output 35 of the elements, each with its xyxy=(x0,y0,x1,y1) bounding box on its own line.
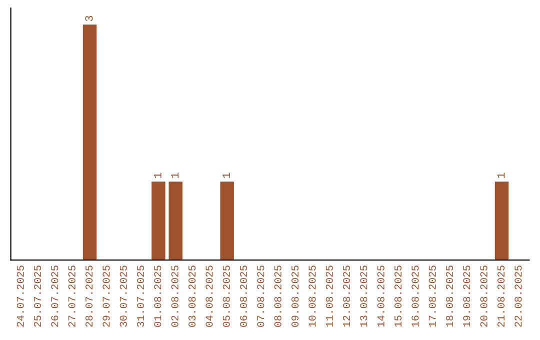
x-tick-label: 11.08.2025 xyxy=(326,266,333,327)
x-tick-label: 02.08.2025 xyxy=(171,266,178,327)
x-tick-label: 03.08.2025 xyxy=(188,266,196,327)
x-tick-label: 24.07.2025 xyxy=(16,266,24,327)
x-tick-label: 07.08.2025 xyxy=(257,266,264,327)
x-tick-label: 27.07.2025 xyxy=(68,266,76,327)
x-tick-label: 09.08.2025 xyxy=(291,266,299,327)
x-tick-label: 21.08.2025 xyxy=(497,266,505,327)
x-tick-label: 31.07.2025 xyxy=(136,266,144,327)
x-tick-label: 10.08.2025 xyxy=(308,266,316,327)
x-tick-label: 17.08.2025 xyxy=(428,266,436,327)
x-tick-label: 20.08.2025 xyxy=(480,266,488,327)
x-tick-label: 12.08.2025 xyxy=(342,266,350,327)
x-tick-label: 14.08.2025 xyxy=(377,266,384,327)
x-tick-label: 22.08.2025 xyxy=(514,266,522,327)
x-tick-label: 01.08.2025 xyxy=(154,266,162,327)
x-tick-label: 08.08.2025 xyxy=(274,266,282,327)
x-tick-label: 19.08.2025 xyxy=(463,266,470,327)
x-tick-label: 06.08.2025 xyxy=(240,266,248,327)
x-tick-label: 18.08.2025 xyxy=(446,266,454,327)
x-tick-label: 30.07.2025 xyxy=(120,266,127,327)
data-label: 1 xyxy=(222,172,230,178)
data-label: 1 xyxy=(154,172,162,178)
x-tick-label: 25.07.2025 xyxy=(34,266,42,327)
x-tick-label: 16.08.2025 xyxy=(412,266,419,327)
x-tick-label: 29.07.2025 xyxy=(102,266,110,327)
x-tick-label: 15.08.2025 xyxy=(394,266,402,327)
data-label: 1 xyxy=(171,172,178,178)
data-label: 1 xyxy=(497,172,505,178)
x-tick-label: 04.08.2025 xyxy=(206,266,213,327)
x-tick-label: 13.08.2025 xyxy=(360,266,368,327)
data-label: 3 xyxy=(85,16,93,22)
x-tick-label: 05.08.2025 xyxy=(222,266,230,327)
x-tick-label: 26.07.2025 xyxy=(51,266,58,327)
x-tick-label: 28.07.2025 xyxy=(85,266,93,327)
